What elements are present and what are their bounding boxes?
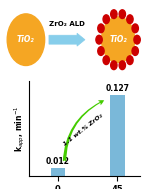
Text: 0.127: 0.127 bbox=[105, 84, 129, 93]
Circle shape bbox=[132, 24, 138, 33]
Text: ZrO₂ ALD: ZrO₂ ALD bbox=[49, 21, 85, 27]
Circle shape bbox=[98, 47, 104, 55]
Circle shape bbox=[119, 10, 125, 19]
Y-axis label: k$_{app}$, min$^{-1}$: k$_{app}$, min$^{-1}$ bbox=[13, 105, 27, 152]
Circle shape bbox=[103, 56, 109, 64]
Circle shape bbox=[96, 35, 102, 44]
Text: 0.012: 0.012 bbox=[46, 157, 70, 166]
Text: TiO₂: TiO₂ bbox=[109, 35, 127, 44]
Bar bbox=[51, 168, 65, 176]
Circle shape bbox=[134, 35, 140, 44]
Circle shape bbox=[111, 10, 117, 19]
Circle shape bbox=[119, 61, 125, 70]
FancyArrow shape bbox=[49, 33, 85, 46]
Circle shape bbox=[127, 15, 133, 24]
Circle shape bbox=[103, 15, 109, 24]
Circle shape bbox=[111, 61, 117, 70]
Circle shape bbox=[98, 24, 104, 33]
Circle shape bbox=[7, 14, 45, 66]
Circle shape bbox=[127, 56, 133, 64]
Circle shape bbox=[132, 47, 138, 55]
Bar bbox=[110, 95, 125, 176]
Text: TiO₂: TiO₂ bbox=[17, 35, 35, 44]
Circle shape bbox=[102, 17, 135, 63]
Text: 1.1 wt.% ZrO₂: 1.1 wt.% ZrO₂ bbox=[62, 113, 104, 147]
